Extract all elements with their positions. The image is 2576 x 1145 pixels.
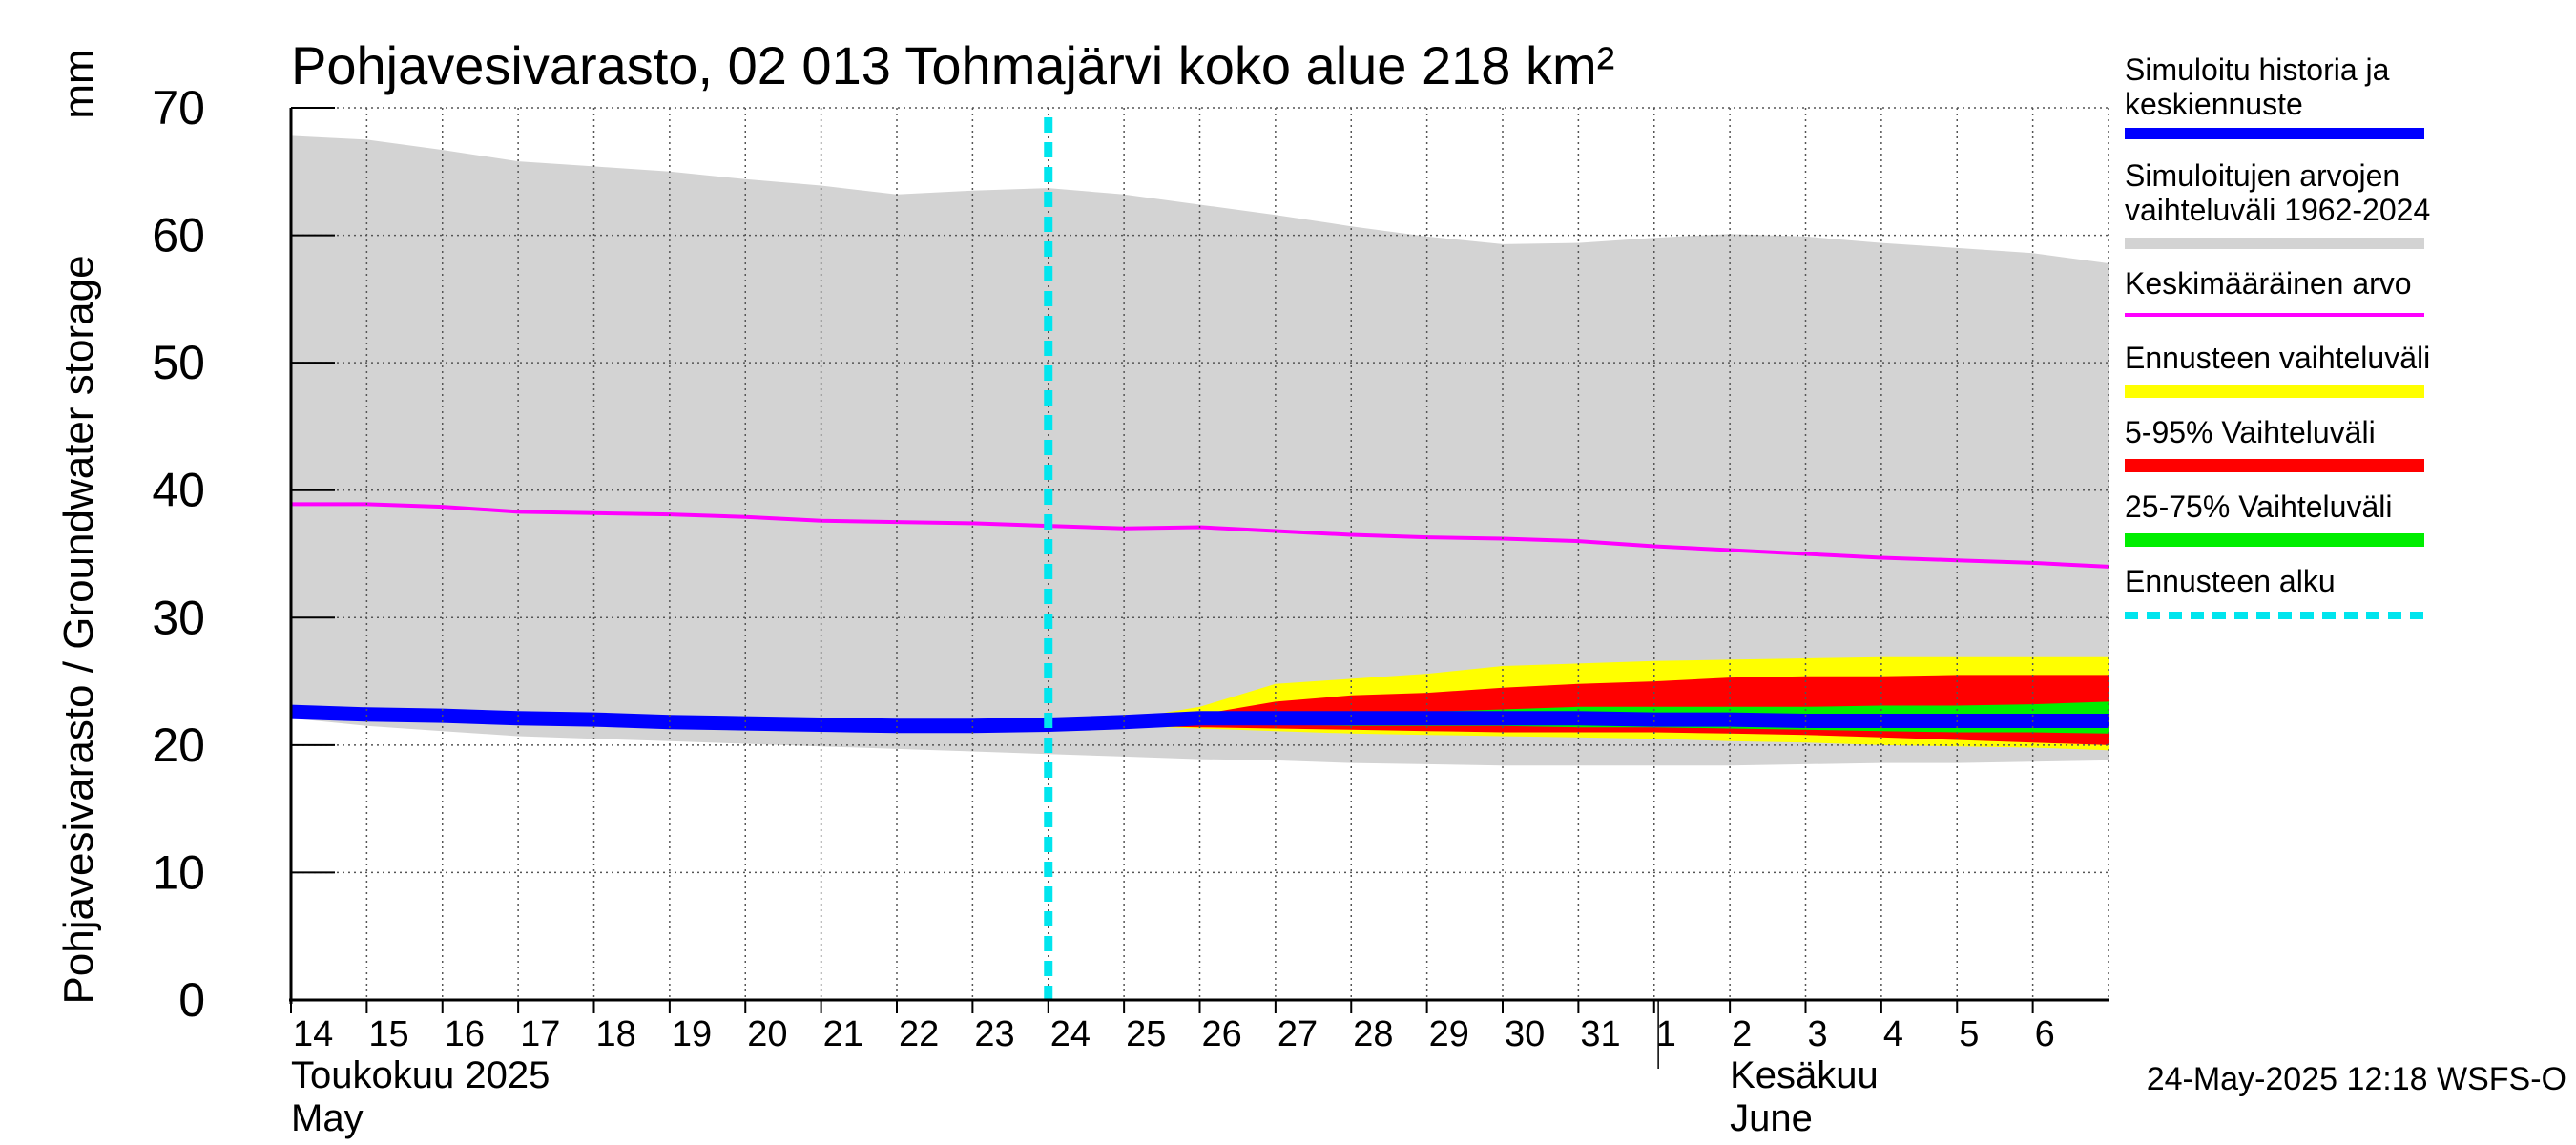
x-tick-label: 14 — [293, 1014, 333, 1054]
x-tick-label: 29 — [1429, 1014, 1469, 1054]
x-tick-label: 16 — [445, 1014, 485, 1054]
line-simuloitu-historia-ja-keskiennuste — [290, 704, 2109, 734]
x-tick-label: 31 — [1580, 1014, 1620, 1054]
month-label-fi: Toukokuu 2025 — [291, 1054, 550, 1096]
y-tick-label: 60 — [152, 209, 205, 262]
legend-label: Ennusteen vaihteluväli — [2125, 341, 2430, 375]
x-tick-label: 25 — [1126, 1014, 1166, 1054]
x-tick-label: 30 — [1505, 1014, 1545, 1054]
month-label-en: June — [1730, 1097, 1813, 1139]
plot-area — [290, 135, 2109, 766]
legend-label: Simuloitujen arvojen vaihteluväli 1962-20… — [2125, 158, 2430, 227]
x-tick-label: 27 — [1278, 1014, 1318, 1054]
x-tick-label: 21 — [823, 1014, 863, 1054]
y-tick-label: 70 — [152, 81, 205, 135]
legend-label: 5-95% Vaihteluväli — [2125, 415, 2376, 449]
x-tick-label: 24 — [1050, 1014, 1091, 1054]
y-tick-label: 0 — [178, 973, 205, 1027]
legend: Simuloitu historia ja keskiennuste Simuloi… — [2125, 52, 2430, 619]
y-tick-label: 30 — [152, 591, 205, 644]
legend-label: 25-75% Vaihteluväli — [2125, 489, 2392, 524]
x-tick-label: 2 — [1732, 1014, 1752, 1054]
legend-label: Simuloitu historia ja keskiennuste — [2125, 52, 2390, 121]
month-label-fi: Kesäkuu — [1730, 1054, 1879, 1096]
y-tick-label: 20 — [152, 718, 205, 772]
y-axis-unit: mm — [55, 49, 102, 118]
x-tick-label: 28 — [1353, 1014, 1393, 1054]
x-tick-label: 19 — [672, 1014, 712, 1054]
y-tick-label: 50 — [152, 336, 205, 389]
x-tick-label: 4 — [1883, 1014, 1903, 1054]
x-tick-label: 23 — [974, 1014, 1014, 1054]
x-tick-label: 26 — [1202, 1014, 1242, 1054]
x-tick-label: 3 — [1808, 1014, 1828, 1054]
x-tick-label: 20 — [747, 1014, 787, 1054]
legend-label: Ennusteen alku — [2125, 564, 2336, 598]
y-tick-label: 40 — [152, 464, 205, 517]
x-tick-label: 22 — [899, 1014, 939, 1054]
x-tick-label: 6 — [2035, 1014, 2055, 1054]
x-tick-label: 5 — [1959, 1014, 1979, 1054]
y-axis-label: Pohjavesivarasto / Groundwater storage — [55, 255, 102, 1004]
x-tick-label: 15 — [368, 1014, 408, 1054]
y-tick-label: 10 — [152, 845, 205, 899]
timestamp-footer: 24-May-2025 12:18 WSFS-O — [2147, 1061, 2566, 1097]
x-tick-label: 1 — [1656, 1014, 1676, 1054]
month-label-en: May — [291, 1097, 364, 1139]
x-tick-label: 17 — [520, 1014, 560, 1054]
legend-label: Keskimääräinen arvo — [2125, 266, 2412, 301]
x-tick-label: 18 — [596, 1014, 636, 1054]
chart-title: Pohjavesivarasto, 02 013 Tohmajärvi koko… — [291, 35, 1614, 95]
band-simuloitujen-arvojen-vaihteluv-li-1962-2024 — [291, 135, 2109, 766]
